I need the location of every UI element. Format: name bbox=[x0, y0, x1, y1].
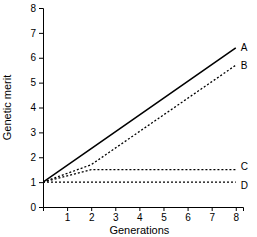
tick-mark bbox=[39, 83, 43, 84]
tick-label: 7 bbox=[30, 28, 36, 39]
series-label: B bbox=[241, 60, 248, 71]
tick-label: 3 bbox=[30, 127, 36, 138]
tick-label: 4 bbox=[30, 102, 36, 113]
tick-label: 2 bbox=[30, 152, 36, 163]
tick: 4 bbox=[137, 207, 143, 223]
y-axis-title: Genetic merit bbox=[1, 75, 13, 140]
tick-label: 7 bbox=[209, 212, 215, 223]
tick-label: 0 bbox=[30, 202, 36, 213]
lines bbox=[43, 48, 236, 182]
plot: 1 2 3 4 5 6 7 8 0 1 2 3 4 5 6 7 8 AB CD bbox=[30, 3, 248, 223]
tick: 4 bbox=[30, 102, 43, 113]
tick: 2 bbox=[89, 207, 95, 223]
tick-mark bbox=[39, 132, 43, 133]
tick-label: 5 bbox=[161, 212, 167, 223]
tick-label: 5 bbox=[30, 77, 36, 88]
tick-mark bbox=[39, 58, 43, 59]
tick-mark bbox=[115, 207, 116, 211]
series-label: D bbox=[241, 180, 248, 191]
tick-mark bbox=[91, 207, 92, 211]
tick-mark bbox=[39, 8, 43, 9]
tick-mark bbox=[236, 207, 237, 211]
axis-line bbox=[39, 9, 44, 208]
tick-label: 1 bbox=[30, 177, 36, 188]
tick-mark bbox=[39, 33, 43, 34]
y-axis: 0 1 2 3 4 5 6 7 8 bbox=[30, 3, 43, 213]
series-line bbox=[43, 170, 236, 182]
x-axis: 1 2 3 4 5 6 7 8 bbox=[44, 207, 244, 223]
tick-label: 6 bbox=[30, 52, 36, 63]
series-label: A bbox=[241, 42, 248, 53]
tick-mark bbox=[188, 207, 189, 211]
tick-label: 8 bbox=[233, 212, 239, 223]
tick-label: 4 bbox=[137, 212, 143, 223]
tick-label: 8 bbox=[30, 3, 36, 14]
tick: 2 bbox=[30, 152, 43, 163]
tick-label: 3 bbox=[113, 212, 119, 223]
chart: 1 2 3 4 5 6 7 8 0 1 2 3 4 5 6 7 8 AB CD Generations Genetic … bbox=[0, 0, 257, 237]
tick-mark bbox=[39, 157, 43, 158]
series-label: C bbox=[241, 161, 248, 172]
series-line bbox=[43, 65, 236, 182]
tick-mark bbox=[39, 108, 43, 109]
tick-label: 6 bbox=[185, 212, 191, 223]
tick-mark bbox=[67, 207, 68, 211]
tick: 1 bbox=[65, 207, 71, 223]
tick: 6 bbox=[185, 207, 191, 223]
tick-mark bbox=[39, 207, 43, 208]
tick-mark bbox=[139, 207, 140, 211]
tick-mark bbox=[39, 182, 43, 183]
tick: 7 bbox=[30, 28, 43, 39]
tick-label: 2 bbox=[89, 212, 95, 223]
tick: 5 bbox=[30, 77, 43, 88]
tick-mark bbox=[163, 207, 164, 211]
tick: 3 bbox=[30, 127, 43, 138]
x-axis-title: Generations bbox=[109, 224, 169, 236]
tick: 6 bbox=[30, 52, 43, 63]
tick: 3 bbox=[113, 207, 119, 223]
tick: 8 bbox=[30, 3, 43, 14]
tick: 0 bbox=[30, 202, 43, 213]
tick: 7 bbox=[209, 207, 215, 223]
tick-mark bbox=[212, 207, 213, 211]
tick: 1 bbox=[30, 177, 43, 188]
series-line bbox=[43, 181, 236, 182]
tick-label: 1 bbox=[65, 212, 71, 223]
axis-line bbox=[44, 208, 244, 212]
tick: 8 bbox=[233, 207, 239, 223]
tick: 5 bbox=[161, 207, 167, 223]
series-line bbox=[43, 48, 236, 182]
